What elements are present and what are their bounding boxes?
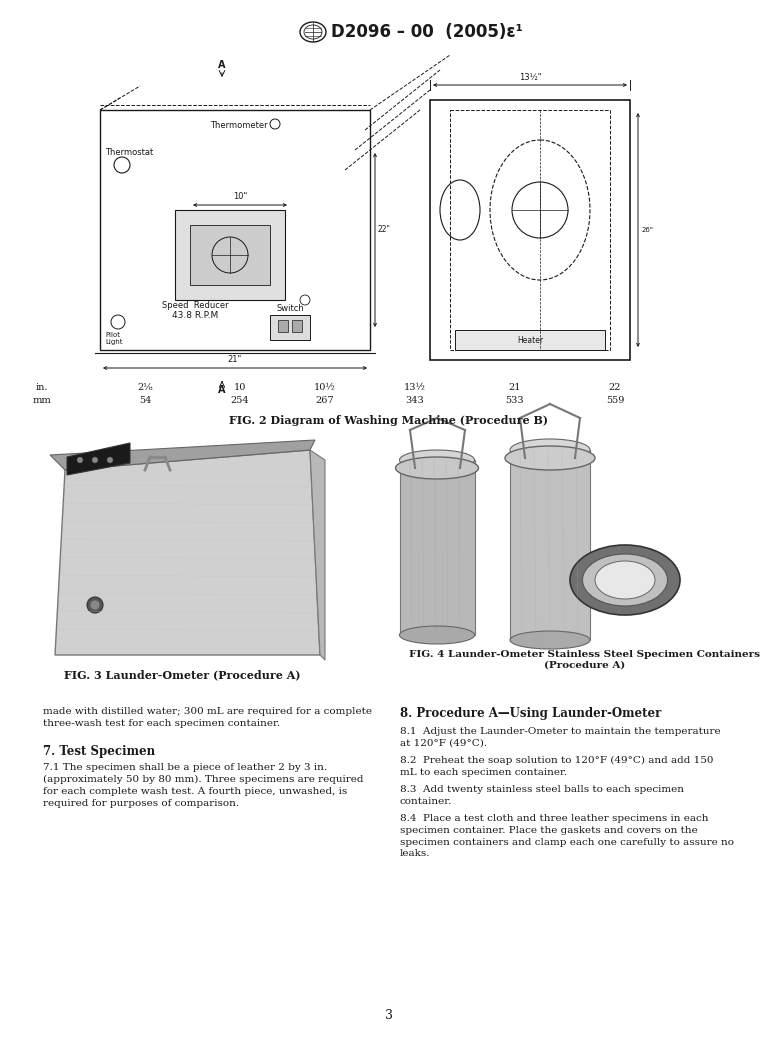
Bar: [400, 460, 475, 635]
Text: 559: 559: [606, 396, 624, 405]
Bar: [292, 320, 302, 332]
Text: Speed  Reducer: Speed Reducer: [162, 301, 228, 310]
Circle shape: [107, 457, 113, 463]
Bar: [450, 110, 610, 350]
Text: 343: 343: [405, 396, 424, 405]
Ellipse shape: [399, 450, 475, 469]
Text: Thermometer: Thermometer: [210, 121, 268, 130]
Ellipse shape: [395, 457, 478, 479]
Text: 43.8 R.P.M: 43.8 R.P.M: [172, 311, 218, 320]
Text: 7.1 The specimen shall be a piece of leather 2 by 3 in.
(approximately 50 by 80 : 7.1 The specimen shall be a piece of lea…: [43, 763, 363, 808]
Text: FIG. 2 Diagram of Washing Machine (Procedure B): FIG. 2 Diagram of Washing Machine (Proce…: [230, 415, 548, 426]
Ellipse shape: [595, 561, 655, 599]
Text: 10: 10: [234, 383, 246, 392]
Text: 13½": 13½": [519, 73, 541, 82]
Text: 26": 26": [642, 227, 654, 233]
Ellipse shape: [570, 545, 680, 615]
Text: A: A: [219, 60, 226, 70]
Text: 533: 533: [506, 396, 524, 405]
Text: in.: in.: [36, 383, 48, 392]
Bar: [455, 330, 605, 350]
Text: 8.4  Place a test cloth and three leather specimens in each
specimen container. : 8.4 Place a test cloth and three leather…: [400, 814, 734, 859]
Ellipse shape: [505, 446, 595, 469]
Circle shape: [87, 596, 103, 613]
Text: mm: mm: [33, 396, 51, 405]
Text: 3: 3: [385, 1009, 393, 1022]
Text: made with distilled water; 300 mL are required for a complete
three-wash test fo: made with distilled water; 300 mL are re…: [43, 707, 372, 728]
Bar: [510, 450, 590, 640]
Text: 8.3  Add twenty stainless steel balls to each specimen
container.: 8.3 Add twenty stainless steel balls to …: [400, 785, 684, 806]
Text: 8. Procedure A—Using Launder-Ometer: 8. Procedure A—Using Launder-Ometer: [400, 707, 661, 720]
Ellipse shape: [583, 554, 668, 606]
Polygon shape: [55, 450, 320, 655]
Circle shape: [92, 457, 98, 463]
Circle shape: [77, 457, 83, 463]
Text: 22": 22": [378, 226, 391, 234]
Text: 2⅛: 2⅛: [137, 383, 152, 392]
Text: 13½: 13½: [404, 383, 426, 392]
Text: D2096 – 00  (2005)ε¹: D2096 – 00 (2005)ε¹: [331, 23, 523, 41]
Text: 267: 267: [316, 396, 335, 405]
Text: 22: 22: [608, 383, 622, 392]
Text: 21: 21: [509, 383, 521, 392]
Bar: [270, 315, 310, 340]
Text: Pilot
Light: Pilot Light: [105, 332, 122, 345]
Text: 7. Test Specimen: 7. Test Specimen: [43, 745, 155, 758]
Polygon shape: [50, 440, 315, 469]
Text: Heater: Heater: [517, 336, 543, 345]
Bar: [175, 210, 285, 300]
Ellipse shape: [510, 631, 590, 649]
Text: Thermostat: Thermostat: [105, 148, 153, 157]
Text: 8.2  Preheat the soap solution to 120°F (49°C) and add 150
mL to each specimen c: 8.2 Preheat the soap solution to 120°F (…: [400, 756, 713, 777]
Text: 8.1  Adjust the Launder-Ometer to maintain the temperature
at 120°F (49°C).: 8.1 Adjust the Launder-Ometer to maintai…: [400, 727, 720, 747]
Bar: [430, 100, 630, 360]
Bar: [100, 110, 370, 350]
Bar: [278, 320, 288, 332]
Text: 254: 254: [231, 396, 249, 405]
Polygon shape: [67, 443, 130, 475]
Text: FIG. 4 Launder-Ometer Stainless Steel Specimen Containers
(Procedure A): FIG. 4 Launder-Ometer Stainless Steel Sp…: [409, 650, 761, 669]
Text: 10½: 10½: [314, 383, 336, 392]
Circle shape: [90, 600, 100, 610]
Text: 54: 54: [138, 396, 151, 405]
Ellipse shape: [399, 626, 475, 644]
Text: A: A: [219, 385, 226, 395]
Polygon shape: [310, 450, 325, 660]
Text: Switch: Switch: [276, 304, 304, 313]
Bar: [190, 225, 270, 285]
Text: 21": 21": [228, 355, 242, 364]
Text: FIG. 3 Launder-Ometer (Procedure A): FIG. 3 Launder-Ometer (Procedure A): [64, 669, 300, 680]
Text: 10": 10": [233, 192, 247, 201]
Ellipse shape: [510, 439, 590, 461]
